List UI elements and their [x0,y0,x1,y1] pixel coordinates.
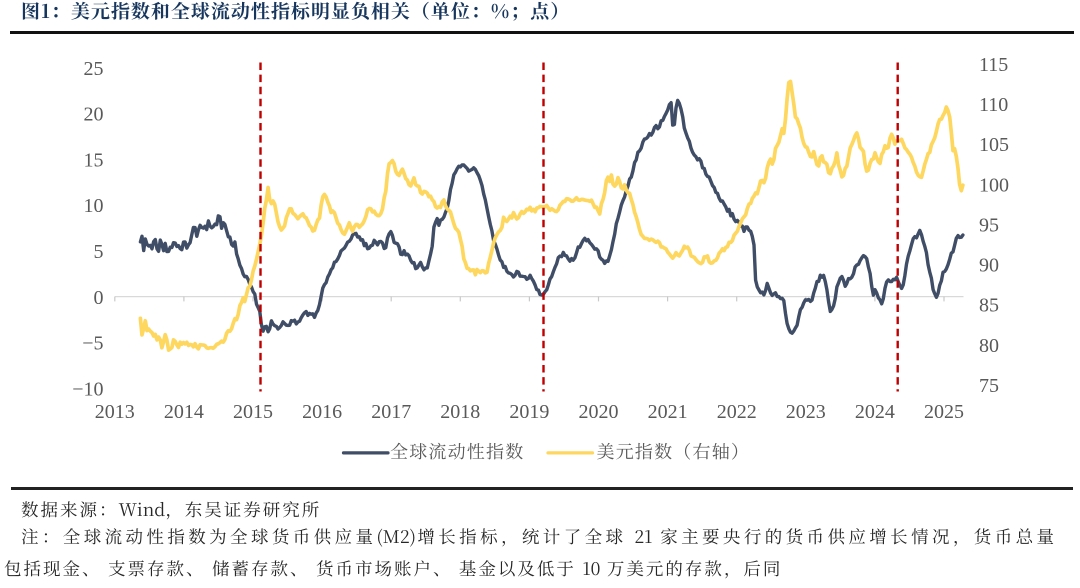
svg-text:20: 20 [84,104,104,126]
svg-text:75: 75 [979,375,999,397]
svg-text:2024: 2024 [855,401,895,423]
svg-text:80: 80 [979,335,999,357]
svg-text:90: 90 [979,255,999,277]
svg-text:2023: 2023 [786,401,826,423]
svg-text:−5: −5 [82,333,103,355]
svg-text:100: 100 [979,174,1009,196]
svg-text:2017: 2017 [371,401,411,423]
svg-text:2018: 2018 [440,401,480,423]
svg-text:105: 105 [979,134,1009,156]
svg-text:115: 115 [979,54,1008,76]
svg-text:25: 25 [84,58,104,80]
svg-text:2021: 2021 [648,401,688,423]
svg-text:2016: 2016 [302,401,342,423]
svg-text:2020: 2020 [579,401,619,423]
svg-text:110: 110 [979,94,1008,116]
svg-text:−10: −10 [72,378,103,400]
svg-text:2019: 2019 [509,401,549,423]
svg-text:2013: 2013 [95,401,135,423]
svg-text:15: 15 [84,150,104,172]
svg-text:0: 0 [94,287,104,309]
svg-text:10: 10 [84,195,104,217]
svg-text:2025: 2025 [924,401,964,423]
svg-text:2015: 2015 [233,401,273,423]
svg-text:95: 95 [979,214,999,236]
svg-text:2022: 2022 [717,401,757,423]
svg-text:85: 85 [979,295,999,317]
svg-text:2014: 2014 [164,401,204,423]
svg-text:5: 5 [94,241,104,263]
